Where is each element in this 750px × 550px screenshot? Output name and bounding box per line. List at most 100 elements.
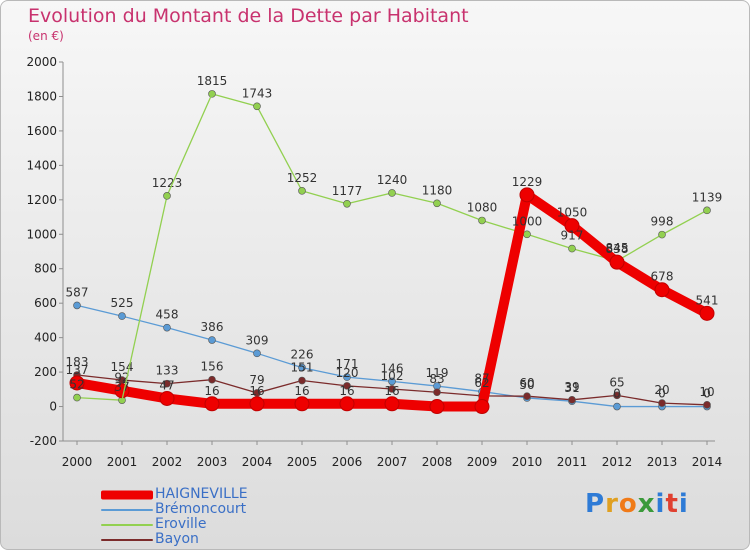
legend-swatch-eroville — [101, 523, 153, 526]
data-label-haigneville: 838 — [606, 242, 629, 256]
data-point-bayon — [658, 399, 666, 407]
data-point-bremoncourt — [118, 312, 126, 320]
x-tick-label: 2004 — [242, 455, 273, 469]
data-label-haigneville: 678 — [651, 270, 674, 284]
data-label-bayon: 83 — [429, 372, 444, 386]
data-label-bremoncourt: 587 — [66, 285, 89, 299]
data-label-bremoncourt: 0 — [658, 387, 666, 401]
data-point-bayon — [208, 375, 216, 384]
x-tick-label: 2009 — [467, 455, 498, 469]
data-point-haigneville — [159, 390, 175, 406]
y-tick-label: 200 — [34, 365, 57, 379]
data-label-eroville: 1815 — [197, 74, 228, 88]
x-tick-label: 2002 — [152, 455, 183, 469]
data-label-bremoncourt: 226 — [291, 348, 314, 362]
data-point-eroville — [163, 192, 171, 200]
legend-swatch-bayon — [101, 538, 153, 541]
data-point-bayon — [703, 401, 711, 409]
data-label-bremoncourt: 119 — [426, 366, 449, 380]
y-tick-label: -200 — [30, 434, 57, 448]
data-point-eroville — [658, 230, 666, 239]
x-tick-label: 2001 — [107, 455, 138, 469]
data-label-bremoncourt: 171 — [336, 357, 359, 371]
x-tick-label: 2005 — [287, 455, 318, 469]
data-label-bremoncourt: 0 — [613, 387, 621, 401]
x-tick-label: 2008 — [422, 455, 453, 469]
x-tick-label: 2012 — [602, 455, 633, 469]
x-tick-label: 2000 — [62, 455, 93, 469]
data-label-eroville: 998 — [651, 215, 674, 229]
brand-logo: Proxiti — [585, 489, 689, 519]
data-label-eroville: 1177 — [332, 184, 363, 198]
data-label-eroville: 1080 — [467, 200, 498, 214]
data-label-bayon: 62 — [474, 376, 489, 390]
data-point-bremoncourt — [253, 349, 261, 358]
brand-letter: P — [585, 489, 606, 519]
chart-title: Evolution du Montant de la Dette par Hab… — [28, 5, 469, 27]
data-label-bayon: 151 — [291, 361, 314, 375]
data-point-bayon — [298, 376, 306, 385]
data-label-bayon: 10 — [699, 385, 714, 399]
data-point-bayon — [523, 392, 531, 401]
data-point-bremoncourt — [343, 373, 351, 381]
data-point-eroville — [703, 206, 711, 215]
data-label-bremoncourt: 309 — [246, 333, 269, 347]
data-label-haigneville: 16 — [339, 384, 354, 398]
legend-label-bremoncourt: Brémoncourt — [155, 501, 247, 517]
data-label-bremoncourt: 458 — [156, 308, 179, 322]
data-point-bayon — [163, 379, 171, 388]
data-label-bayon: 154 — [111, 360, 134, 374]
series-line-eroville — [211, 93, 708, 262]
data-label-eroville: 1180 — [422, 183, 453, 197]
legend-swatch-bremoncourt — [101, 508, 153, 511]
brand-letter: r — [605, 489, 619, 519]
data-label-eroville: 1223 — [152, 176, 183, 190]
series-line-eroville — [121, 93, 213, 401]
data-point-eroville — [253, 102, 261, 111]
data-point-bremoncourt — [208, 336, 216, 344]
data-point-bremoncourt — [73, 301, 81, 310]
brand-letter: i — [678, 489, 689, 519]
data-label-bayon: 60 — [519, 376, 534, 390]
data-point-haigneville — [294, 396, 310, 412]
data-label-bremoncourt: 50 — [519, 378, 534, 392]
y-tick-label: 800 — [34, 262, 57, 276]
data-point-haigneville — [384, 396, 400, 412]
data-point-bayon — [433, 388, 441, 397]
data-point-haigneville — [609, 254, 625, 270]
data-label-eroville: 1139 — [692, 190, 723, 204]
data-label-eroville: 917 — [561, 229, 584, 243]
data-point-bremoncourt — [163, 323, 171, 332]
y-tick-label: 0 — [49, 400, 57, 414]
x-tick-label: 2014 — [692, 455, 723, 469]
y-tick-label: 1400 — [26, 158, 57, 172]
data-label-bayon: 156 — [201, 360, 224, 374]
legend-swatch-haigneville — [101, 490, 153, 499]
data-label-haigneville: 1229 — [512, 175, 543, 189]
data-point-haigneville — [519, 187, 535, 203]
data-point-eroville — [523, 230, 531, 239]
data-label-bayon: 183 — [66, 355, 89, 369]
data-label-bremoncourt: 146 — [381, 361, 404, 375]
data-label-eroville: 1000 — [512, 214, 543, 228]
data-point-bayon — [613, 391, 621, 400]
data-point-eroville — [478, 216, 486, 225]
y-tick-label: 2000 — [26, 55, 57, 69]
brand-letter: o — [618, 489, 638, 519]
data-label-haigneville: 16 — [249, 384, 264, 398]
legend-label-haigneville: HAIGNEVILLE — [155, 486, 248, 502]
data-label-bremoncourt: 525 — [111, 296, 134, 310]
x-tick-label: 2011 — [557, 455, 588, 469]
data-point-bremoncourt — [298, 363, 306, 372]
data-label-bayon: 133 — [156, 364, 179, 378]
data-point-eroville — [298, 187, 306, 195]
x-tick-label: 2006 — [332, 455, 363, 469]
data-label-bayon: 79 — [249, 373, 264, 387]
y-tick-label: 600 — [34, 296, 57, 310]
data-label-bremoncourt: 31 — [564, 381, 579, 395]
x-tick-label: 2007 — [377, 455, 408, 469]
data-label-haigneville: 137 — [66, 363, 89, 377]
data-label-bayon: 65 — [609, 375, 624, 389]
